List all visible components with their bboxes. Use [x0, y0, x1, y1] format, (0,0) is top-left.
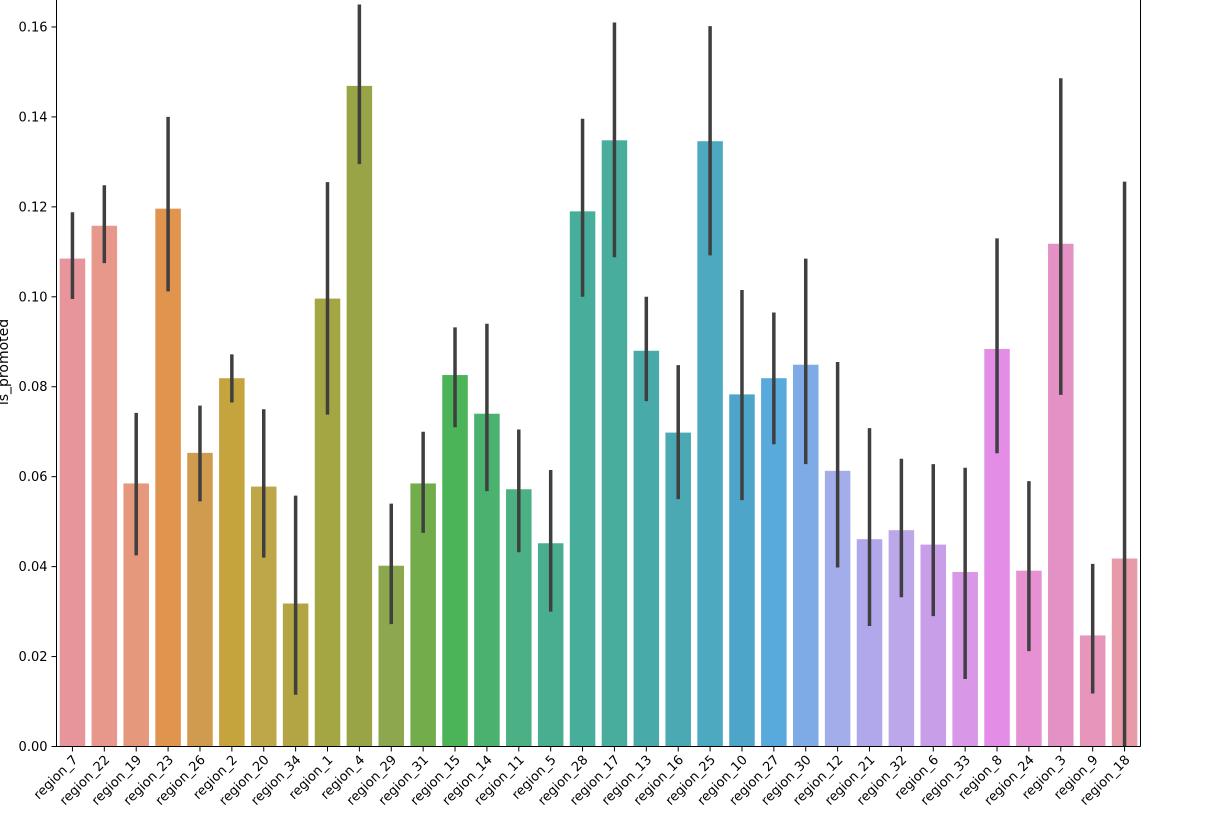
y-tick-label: 0.16 — [19, 20, 48, 35]
bar-region-7 — [59, 258, 86, 747]
bar-region-23 — [155, 208, 181, 747]
y-tick-label: 0.08 — [19, 380, 48, 395]
y-tick-label: 0.14 — [19, 110, 48, 125]
y-tick-label: 0.04 — [19, 560, 48, 575]
error-bars-group — [70, 4, 1127, 747]
bar-region-28 — [569, 211, 596, 747]
bars-group — [59, 85, 1138, 747]
bar-region-15 — [442, 375, 468, 747]
y-tick-label: 0.10 — [19, 290, 48, 305]
bar-region-22 — [91, 225, 118, 747]
x-axis: region_7region_22region_19region_23regio… — [31, 746, 1133, 809]
y-axis-label: is_promoted — [0, 319, 12, 405]
bar-region-26 — [187, 452, 213, 747]
y-tick-label: 0.12 — [19, 200, 48, 215]
y-axis: 0.00 0.02 0.04 0.06 0.08 0.10 0.12 0.14 0.16 — [19, 20, 57, 755]
y-tick-label: 0.02 — [19, 650, 48, 665]
y-tick-label: 0.00 — [19, 740, 48, 755]
bar-region-4 — [346, 85, 373, 747]
bar-region-2 — [219, 378, 245, 747]
y-tick-label: 0.06 — [19, 470, 48, 485]
bar-region-13 — [633, 350, 660, 747]
